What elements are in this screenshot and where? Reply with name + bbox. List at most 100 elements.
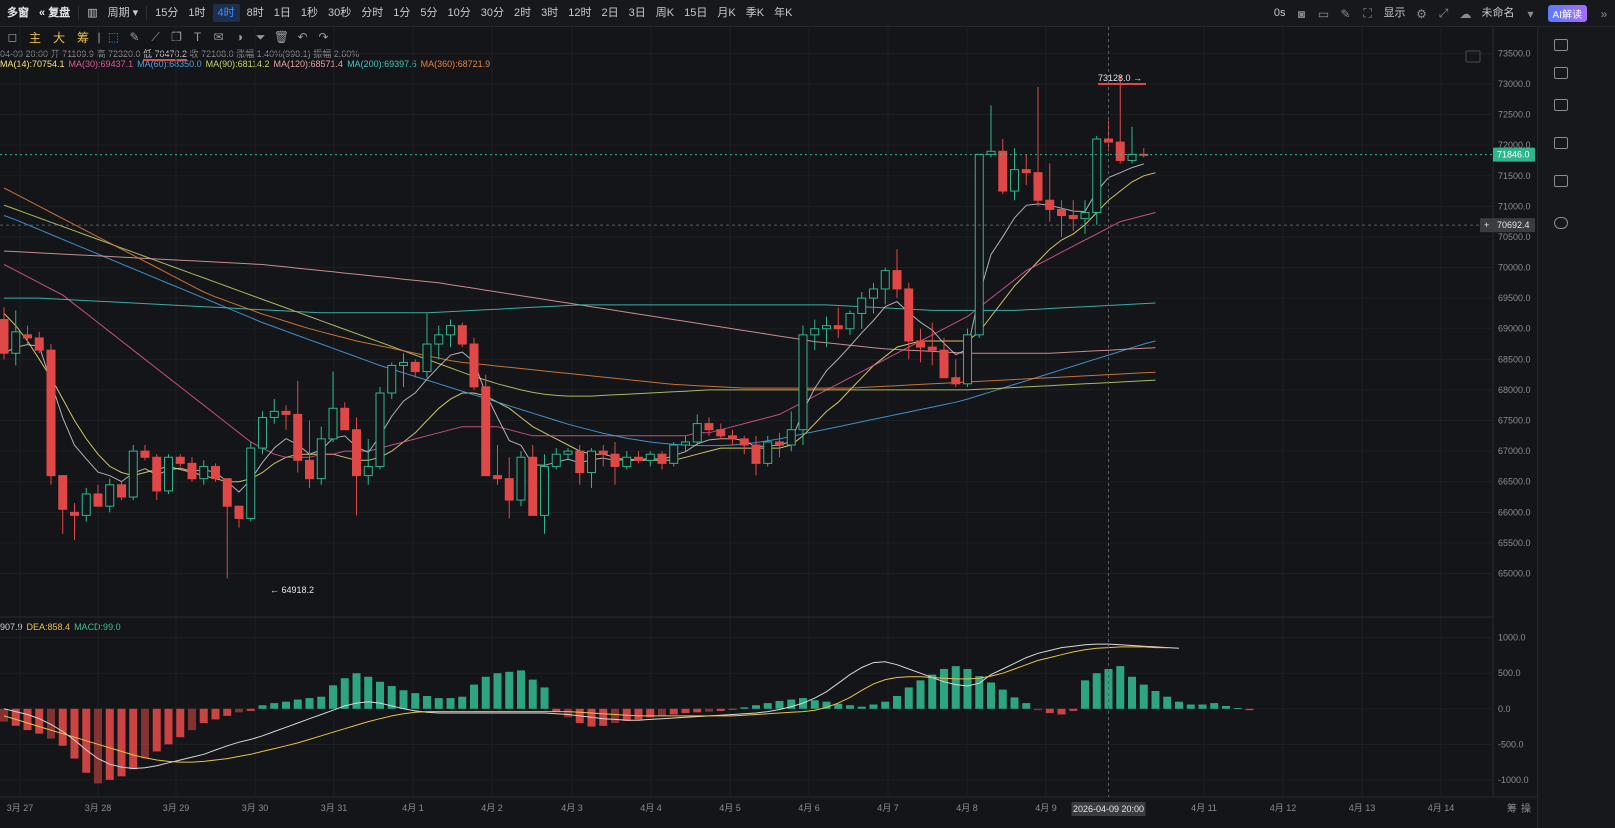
ma-legend-item: MA(200):69397.6 [347,59,417,69]
time-tick-label: 4月 13 [1349,803,1376,813]
macd-bar-up [1010,697,1019,709]
interval-11[interactable]: 分时 [356,0,388,27]
interval-5[interactable]: 1时 [183,0,210,27]
interval-24[interactable]: 季K [741,0,769,27]
time-tick-label: 3月 31 [321,803,348,813]
candle-down [187,462,197,480]
chevron-down-icon: ▾ [129,6,139,19]
undo-icon[interactable]: ↶ [297,30,308,44]
settings-icon[interactable]: ⚙ [1416,6,1427,21]
interval-15[interactable]: 30分 [476,0,509,27]
price-tick-label: 72000.0 [1498,140,1531,150]
chart-expand-icon [1465,50,1481,63]
macd-bar-down [117,708,126,777]
interval-3[interactable]: 周期 ▾ [103,0,144,27]
layers-icon[interactable]: ◻ [7,30,18,44]
interval-label: 年K [774,6,793,19]
overlay-button-0[interactable]: 主 [29,30,42,45]
interval-18[interactable]: 12时 [563,0,596,27]
display-button[interactable]: 显示 [1383,7,1406,19]
bottom-tab[interactable]: 操 [1521,802,1531,815]
candle-down [951,377,961,385]
interval-23[interactable]: 月K [712,0,740,27]
expand-icon[interactable]: ⤢ [1438,6,1449,20]
copy-icon[interactable]: ❐ [171,30,182,44]
pencil-icon[interactable]: ✎ [129,30,140,44]
price-tick-label: 73500.0 [1498,48,1531,58]
account-label[interactable]: 未命名 [1481,7,1515,19]
candle-up [880,270,890,290]
macd-bar-up [376,681,384,709]
macd-bar-down [634,708,643,720]
trash-icon[interactable]: 🗑 [273,30,290,44]
interval-17[interactable]: 3时 [536,0,563,27]
interval-14[interactable]: 10分 [443,0,476,27]
interval-label: 周K [655,6,675,19]
collapse-icon[interactable]: » [1600,6,1608,21]
interval-19[interactable]: 2日 [597,0,624,27]
macd-bar-up [822,701,831,709]
overlay-button-2[interactable]: 筹 [77,30,90,45]
macd-bar-up [1175,701,1183,709]
macd-bar-down [235,708,243,713]
candle-up [1080,211,1090,220]
overlay-button-1[interactable]: 大 [53,30,66,45]
macd-bar-up [963,668,972,709]
macd-bar-up [987,682,995,709]
candle-down [751,444,761,464]
chevron-down-icon[interactable]: ▾ [1527,6,1534,21]
interval-16[interactable]: 2时 [509,0,536,27]
interval-13[interactable]: 5分 [415,0,442,27]
filter-icon[interactable]: ⏷ [255,29,266,44]
candle-down [211,465,220,480]
ruler-icon[interactable]: ⟋ [151,29,160,44]
topbar-divider [146,6,148,20]
camera-icon[interactable]: ◙ [1297,6,1306,21]
list-icon[interactable] [1554,137,1568,149]
panel-icon[interactable] [1554,39,1568,51]
redo-icon[interactable]: ↷ [318,30,329,44]
interval-22[interactable]: 15日 [679,0,712,27]
bottom-tab[interactable]: 筹 [1507,802,1517,815]
interval-25[interactable]: 年K [769,0,797,27]
circle-icon[interactable] [1554,217,1568,229]
macd-bar-down [11,708,20,726]
color-icon[interactable]: ◑ [235,30,244,44]
interval-9[interactable]: 1秒 [296,0,323,27]
interval-label: 3时 [541,6,559,19]
interval-10[interactable]: 30秒 [323,0,356,27]
interval-6[interactable]: 4时 [212,4,240,22]
interval-12[interactable]: 1分 [388,0,415,27]
ma-line-ma200 [4,297,1156,314]
kline-chart[interactable]: 73500.0 73000.0 72500.0 72000.0 71500.0 71000… [0,27,1537,828]
ai-analysis-button[interactable]: AI解读 [1547,5,1587,22]
ohlc-change: 涨幅 1.40%(998.1) [236,49,311,59]
grid-icon[interactable] [1554,67,1568,79]
interval-1[interactable]: « 复盘 [34,0,75,27]
interval-20[interactable]: 3日 [624,0,651,27]
interval-bar: 多窗 « 复盘 ▥ 周期 ▾ 15分 1时 4时 8时 1日 1秒 30秒 分时 1分 5分 10分 30分… [2,0,797,27]
macd-bar-down [176,708,185,738]
cursor-icon[interactable]: ⬚ [107,30,120,44]
interval-21[interactable]: 周K [651,0,679,27]
layout-icon[interactable]: ▭ [1317,6,1330,21]
candle-down [1021,169,1031,174]
card-icon[interactable] [1554,175,1568,187]
time-tick-label: 4月 12 [1270,803,1297,813]
macd-bar-down [129,708,138,770]
macd-bar-up [1222,705,1230,709]
interval-7[interactable]: 8时 [242,0,269,27]
indicator-icon[interactable] [1554,99,1568,111]
interval-4[interactable]: 15分 [150,0,183,27]
macd-tick-label: 0.0 [1498,704,1511,714]
note-icon[interactable]: ✉ [213,30,224,44]
cloud-icon[interactable]: ☁ [1459,6,1472,21]
interval-0[interactable]: 多窗 [2,0,34,27]
edit-icon[interactable]: ✎ [1340,6,1351,21]
time-tick-label: 4月 8 [956,803,978,813]
text-icon[interactable]: T [193,30,202,44]
fullscreen-icon[interactable]: ⛶ [1363,6,1372,20]
macd-bar-down [223,708,232,716]
interval-2[interactable]: ▥ [82,0,102,27]
interval-8[interactable]: 1日 [269,0,296,27]
